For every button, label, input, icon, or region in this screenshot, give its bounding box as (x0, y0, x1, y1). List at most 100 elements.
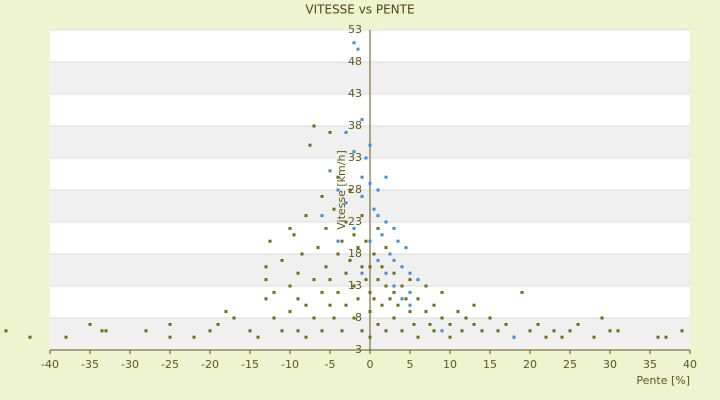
point (368, 239, 372, 243)
x-tick-label: -30 (121, 358, 139, 371)
point (104, 329, 108, 333)
point (336, 239, 340, 243)
point (292, 233, 296, 237)
point (340, 329, 344, 333)
point (288, 284, 292, 288)
point (272, 290, 276, 294)
point (592, 335, 596, 339)
point (376, 278, 380, 282)
point (404, 297, 408, 301)
point (376, 258, 380, 262)
point (232, 316, 236, 320)
point (64, 335, 68, 339)
point (368, 143, 372, 147)
point (384, 220, 388, 224)
point (144, 329, 148, 333)
point (400, 329, 404, 333)
point (312, 124, 316, 128)
point (432, 329, 436, 333)
point (496, 329, 500, 333)
point (472, 303, 476, 307)
y-tick-label: 33 (348, 151, 362, 164)
point (372, 252, 376, 256)
point (372, 207, 376, 211)
point (364, 239, 368, 243)
x-tick-label: 20 (523, 358, 537, 371)
point (272, 316, 276, 320)
point (296, 271, 300, 275)
point (360, 271, 364, 275)
point (4, 329, 8, 333)
point (208, 329, 212, 333)
point (280, 258, 284, 262)
point (344, 303, 348, 307)
point (360, 118, 364, 122)
point (348, 258, 352, 262)
point (376, 322, 380, 326)
point (364, 278, 368, 282)
point (552, 329, 556, 333)
x-tick-label: -10 (281, 358, 299, 371)
point (408, 310, 412, 314)
point (264, 278, 268, 282)
point (408, 303, 412, 307)
point (344, 271, 348, 275)
point (392, 284, 396, 288)
point (328, 278, 332, 282)
point (616, 329, 620, 333)
point (280, 329, 284, 333)
point (384, 175, 388, 179)
point (608, 329, 612, 333)
point (384, 246, 388, 250)
point (320, 214, 324, 218)
point (416, 297, 420, 301)
point (304, 303, 308, 307)
point (356, 246, 360, 250)
x-tick-label: 10 (443, 358, 457, 371)
point (440, 329, 444, 333)
point (368, 182, 372, 186)
point (528, 329, 532, 333)
point (560, 335, 564, 339)
point (408, 290, 412, 294)
y-tick-label: 53 (348, 23, 362, 36)
point (268, 239, 272, 243)
x-tick-label: 35 (643, 358, 657, 371)
point (264, 297, 268, 301)
point (360, 194, 364, 198)
point (340, 239, 344, 243)
point (344, 130, 348, 134)
point (424, 310, 428, 314)
point (320, 194, 324, 198)
point (440, 316, 444, 320)
point (472, 322, 476, 326)
point (336, 175, 340, 179)
x-tick-label: -35 (81, 358, 99, 371)
point (28, 335, 32, 339)
point (360, 329, 364, 333)
point (396, 303, 400, 307)
point (296, 297, 300, 301)
point (400, 265, 404, 269)
point (336, 252, 340, 256)
point (544, 335, 548, 339)
y-tick-label: 18 (348, 247, 362, 260)
point (224, 310, 228, 314)
point (368, 310, 372, 314)
point (88, 322, 92, 326)
point (368, 290, 372, 294)
point (328, 303, 332, 307)
y-tick-label: 13 (348, 279, 362, 292)
point (388, 297, 392, 301)
point (448, 335, 452, 339)
point (376, 226, 380, 230)
point (664, 335, 668, 339)
point (384, 271, 388, 275)
chart-title: VITESSE vs PENTE (305, 3, 414, 17)
point (680, 329, 684, 333)
point (392, 226, 396, 230)
point (428, 322, 432, 326)
point (404, 246, 408, 250)
point (324, 265, 328, 269)
point (316, 246, 320, 250)
